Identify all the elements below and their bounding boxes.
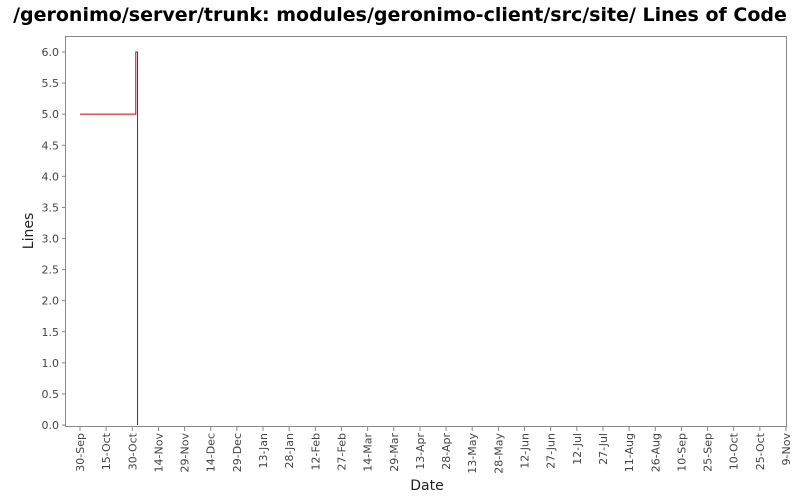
- x-tick-label: 26-Aug: [649, 433, 662, 472]
- y-tick-label: 2.5: [42, 264, 60, 277]
- y-tick-label: 0.0: [42, 419, 60, 432]
- y-tick-label: 5.0: [42, 108, 60, 121]
- x-tick-label: 12-Jun: [519, 433, 532, 469]
- y-axis-label: Lines: [21, 213, 37, 249]
- x-tick-label: 9-Nov: [780, 433, 793, 466]
- x-tick-label: 13-May: [466, 433, 479, 474]
- x-tick-label: 13-Jan: [257, 433, 270, 469]
- x-tick-label: 28-May: [492, 433, 505, 474]
- x-tick-label: 14-Nov: [152, 433, 165, 473]
- x-tick-label: 12-Jul: [571, 433, 584, 465]
- y-tick-label: 1.0: [42, 357, 60, 370]
- x-tick-label: 27-Feb: [335, 433, 348, 470]
- x-tick-label: 29-Mar: [388, 433, 401, 472]
- y-tick-label: 3.5: [42, 201, 60, 214]
- x-tick-label: 29-Nov: [179, 433, 192, 473]
- y-tick-label: 5.5: [42, 77, 60, 90]
- y-tick-label: 4.0: [42, 170, 60, 183]
- chart-title: /geronimo/server/trunk: modules/geronimo…: [13, 4, 787, 26]
- plot-frame: [65, 36, 787, 427]
- x-axis: 30-Sep 15-Oct 30-Oct 14-Nov 29-Nov 14-Dec 29-D…: [74, 427, 793, 474]
- x-tick-label: 13-Apr: [414, 433, 427, 470]
- x-tick-label: 14-Mar: [362, 433, 375, 472]
- x-tick-label: 30-Sep: [74, 433, 87, 472]
- x-tick-label: 28-Jan: [283, 433, 296, 469]
- x-axis-label: Date: [410, 478, 443, 494]
- y-axis: 0.0 0.5 1.0 1.5 2.0 2.5 3.0 3.5 4.0 4.5 5.0 5.5 6.0: [42, 46, 66, 432]
- series-layer: [79, 51, 139, 426]
- x-tick-label: 28-Apr: [440, 433, 453, 470]
- x-tick-label: 29-Dec: [231, 433, 244, 472]
- x-tick-label: 27-Jul: [597, 433, 610, 465]
- x-tick-label: 25-Sep: [702, 433, 715, 472]
- x-tick-label: 30-Oct: [126, 432, 139, 470]
- y-tick-label: 4.5: [42, 139, 60, 152]
- y-tick-label: 2.0: [42, 295, 60, 308]
- x-tick-label: 11-Aug: [623, 433, 636, 472]
- x-tick-label: 12-Feb: [309, 433, 322, 470]
- y-tick-label: 3.0: [42, 233, 60, 246]
- y-tick-label: 0.5: [42, 388, 60, 401]
- x-tick-label: 25-Oct: [754, 432, 767, 470]
- x-tick-label: 27-Jun: [545, 433, 558, 469]
- x-tick-label: 15-Oct: [100, 432, 113, 470]
- y-tick-label: 1.5: [42, 326, 60, 339]
- x-tick-label: 10-Sep: [675, 433, 688, 472]
- x-tick-label: 10-Oct: [728, 432, 741, 470]
- x-tick-label: 14-Dec: [205, 433, 218, 472]
- y-tick-label: 6.0: [42, 46, 60, 59]
